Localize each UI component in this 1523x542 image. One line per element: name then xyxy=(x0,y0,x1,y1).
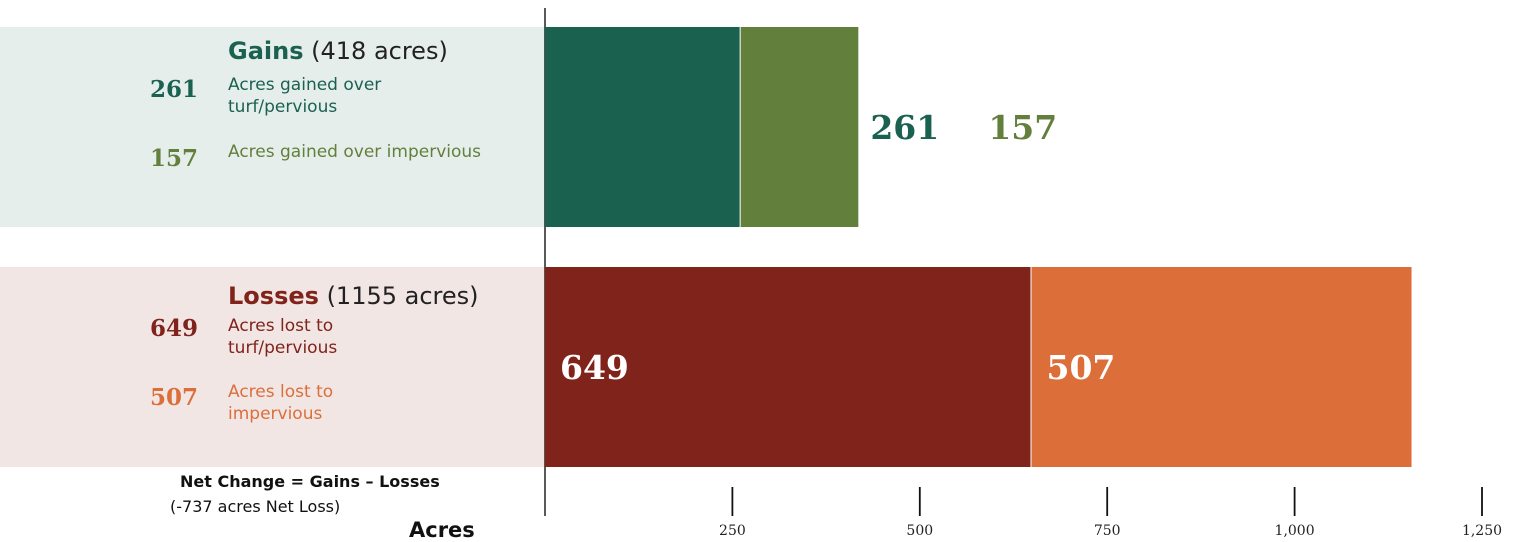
losses-title: Losses xyxy=(228,282,319,310)
bar-gains-impervious xyxy=(740,27,859,227)
x-tick-label-1250: 1,250 xyxy=(1462,523,1502,539)
gains-heading: Gains (418 acres) xyxy=(228,37,448,65)
x-axis-title: Acres xyxy=(409,518,475,542)
gains-turf-label: Acres gained over turf/pervious xyxy=(228,75,382,117)
data-label-losses-turf: 649 xyxy=(560,348,629,387)
bar-losses-turf xyxy=(545,267,1031,467)
losses-panel: Losses (1155 acres) 649 Acres lost to tu… xyxy=(0,267,545,467)
losses-heading: Losses (1155 acres) xyxy=(228,282,479,310)
net-change-title: Net Change = Gains – Losses xyxy=(180,472,440,491)
net-change-subtitle: (-737 acres Net Loss) xyxy=(170,497,341,516)
losses-impervious-label: Acres lost to impervious xyxy=(228,382,334,424)
data-label-losses-impervious: 507 xyxy=(1046,348,1115,387)
gains-total: (418 acres) xyxy=(311,37,448,65)
data-label-gains-turf: 261 xyxy=(870,108,939,147)
x-tick-label-250: 250 xyxy=(719,523,746,539)
x-tick-label-1000: 1,000 xyxy=(1275,523,1315,539)
gains-panel: Gains (418 acres) 261 Acres gained over … xyxy=(0,27,545,227)
x-tick-label-500: 500 xyxy=(906,523,933,539)
bar-gains-turf xyxy=(545,27,740,227)
gains-title: Gains xyxy=(228,37,304,65)
gains-impervious-label: Acres gained over impervious xyxy=(228,142,482,162)
x-tick-label-750: 750 xyxy=(1094,523,1121,539)
gains-impervious-value: 157 xyxy=(149,145,198,172)
losses-total: (1155 acres) xyxy=(326,282,479,310)
losses-impervious-value: 507 xyxy=(149,384,198,411)
losses-turf-label: Acres lost to turf/pervious xyxy=(228,316,338,358)
bar-losses-impervious xyxy=(1031,267,1412,467)
data-label-gains-impervious: 157 xyxy=(988,108,1057,147)
losses-turf-value: 649 xyxy=(149,315,198,342)
gains-turf-value: 261 xyxy=(149,76,198,103)
